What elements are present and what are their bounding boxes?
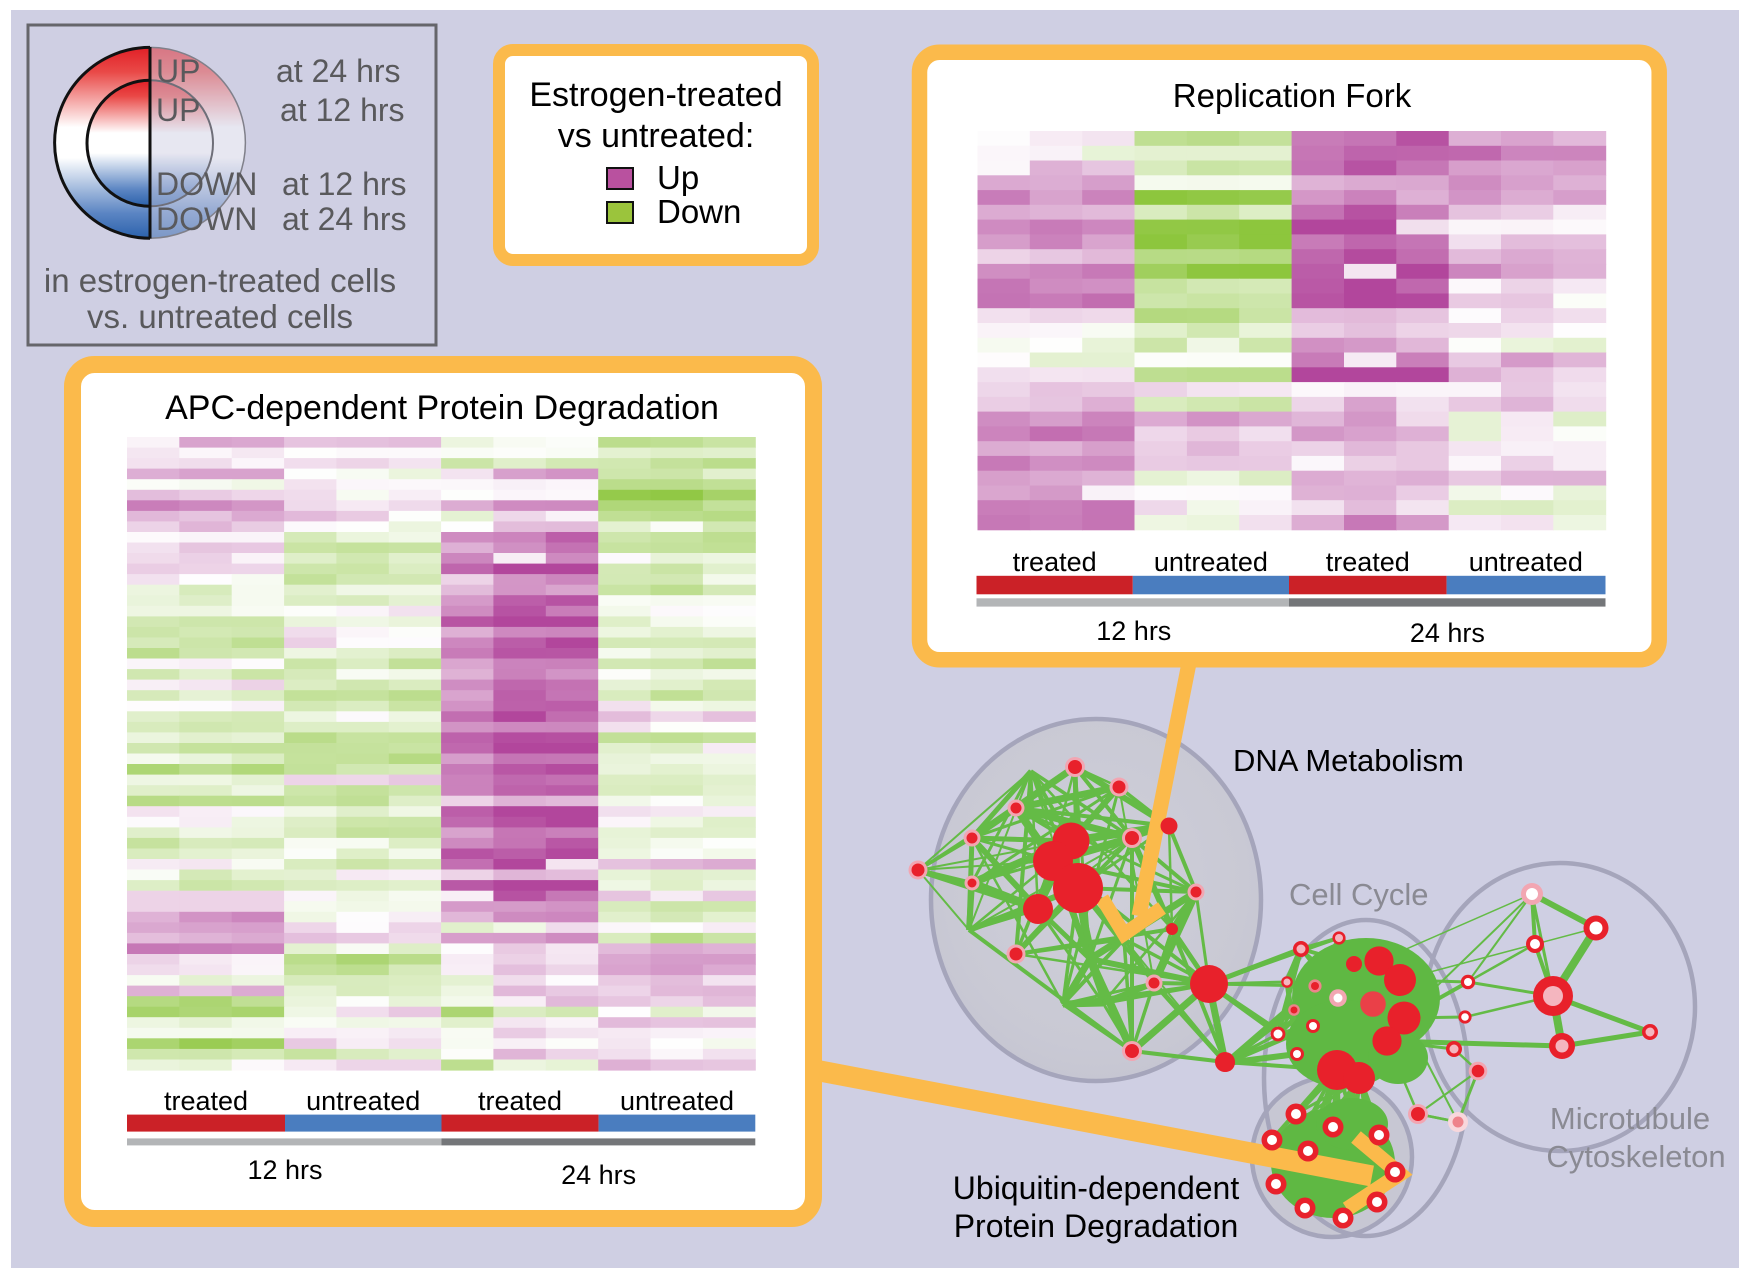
svg-text:treated: treated [164,1086,248,1116]
svg-text:Cytoskeleton: Cytoskeleton [1546,1139,1725,1174]
svg-text:at 24 hrs: at 24 hrs [282,201,407,237]
svg-text:Down: Down [657,193,741,230]
svg-text:UP: UP [156,53,200,89]
svg-text:vs untreated:: vs untreated: [558,117,755,155]
svg-text:in estrogen-treated cells: in estrogen-treated cells [44,262,396,299]
svg-text:Microtubule: Microtubule [1550,1101,1710,1136]
svg-text:24 hrs: 24 hrs [561,1160,636,1190]
svg-text:vs. untreated cells: vs. untreated cells [87,298,353,335]
svg-text:treated: treated [1013,547,1097,577]
svg-text:DNA Metabolism: DNA Metabolism [1233,743,1464,778]
svg-text:DOWN: DOWN [156,201,257,237]
svg-text:24 hrs: 24 hrs [1410,618,1485,648]
svg-text:at 12 hrs: at 12 hrs [280,92,405,128]
svg-text:untreated: untreated [1154,547,1268,577]
svg-text:APC-dependent Protein Degradat: APC-dependent Protein Degradation [165,389,719,427]
svg-text:12 hrs: 12 hrs [1096,616,1171,646]
svg-text:Cell Cycle: Cell Cycle [1289,877,1429,912]
svg-text:UP: UP [156,92,200,128]
svg-text:at 24 hrs: at 24 hrs [276,53,401,89]
svg-text:DOWN: DOWN [156,166,257,202]
svg-text:12 hrs: 12 hrs [247,1155,322,1185]
svg-text:Replication Fork: Replication Fork [1173,77,1412,114]
svg-text:Up: Up [657,159,699,196]
svg-text:untreated: untreated [306,1086,420,1116]
svg-text:untreated: untreated [1469,547,1583,577]
svg-text:Estrogen-treated: Estrogen-treated [529,76,782,114]
svg-text:at 12 hrs: at 12 hrs [282,166,407,202]
svg-text:Ubiquitin-dependent: Ubiquitin-dependent [953,1170,1240,1206]
svg-text:Protein Degradation: Protein Degradation [954,1208,1239,1244]
svg-text:treated: treated [478,1086,562,1116]
svg-text:untreated: untreated [620,1086,734,1116]
svg-text:treated: treated [1326,547,1410,577]
